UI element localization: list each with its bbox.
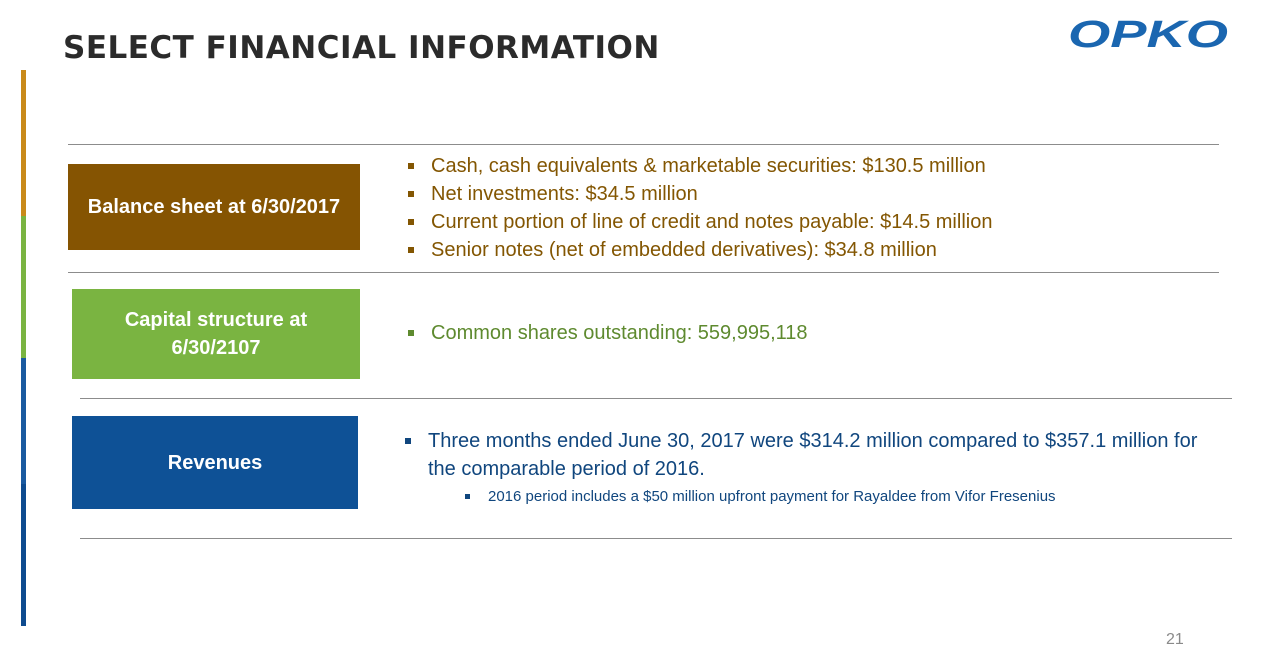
left-accent-bar-green — [21, 216, 26, 358]
page-number: 21 — [1166, 631, 1184, 648]
revenues-label: Revenues — [72, 416, 358, 509]
balance-sheet-list: Cash, cash equivalents & marketable secu… — [406, 152, 992, 264]
capital-item: Common shares outstanding: 559,995,118 — [406, 319, 808, 347]
capital-label-line2: 6/30/2107 — [171, 337, 261, 359]
balance-item: Senior notes (net of embedded derivative… — [406, 236, 992, 264]
opko-logo: OPKO — [1068, 15, 1228, 51]
divider-revenue — [80, 538, 1232, 539]
divider-capital — [80, 398, 1232, 399]
revenue-subitem: 2016 period includes a $50 million upfro… — [463, 487, 1280, 507]
left-accent-bar-blue — [21, 358, 26, 484]
balance-item: Current portion of line of credit and no… — [406, 208, 992, 236]
capital-structure-list: Common shares outstanding: 559,995,118 — [406, 319, 808, 347]
slide-title: SELECT FINANCIAL INFORMATION — [63, 30, 660, 66]
svg-text:OPKO: OPKO — [1068, 15, 1228, 51]
revenue-item: Three months ended June 30, 2017 were $3… — [403, 427, 1228, 507]
balance-sheet-label: Balance sheet at 6/30/2017 — [68, 164, 360, 250]
revenues-list: Three months ended June 30, 2017 were $3… — [403, 427, 1228, 507]
capital-structure-label: Capital structure at 6/30/2107 — [72, 289, 360, 379]
balance-item: Cash, cash equivalents & marketable secu… — [406, 152, 992, 180]
capital-label-line1: Capital structure at — [124, 309, 308, 331]
divider-balance — [68, 272, 1219, 273]
left-accent-bar-navy — [21, 484, 26, 626]
left-accent-bar-gold — [21, 70, 26, 216]
revenue-sublist: 2016 period includes a $50 million upfro… — [463, 487, 1228, 507]
divider-top — [68, 144, 1219, 145]
balance-item: Net investments: $34.5 million — [406, 180, 992, 208]
revenue-main-text: Three months ended June 30, 2017 were $3… — [428, 430, 1198, 480]
